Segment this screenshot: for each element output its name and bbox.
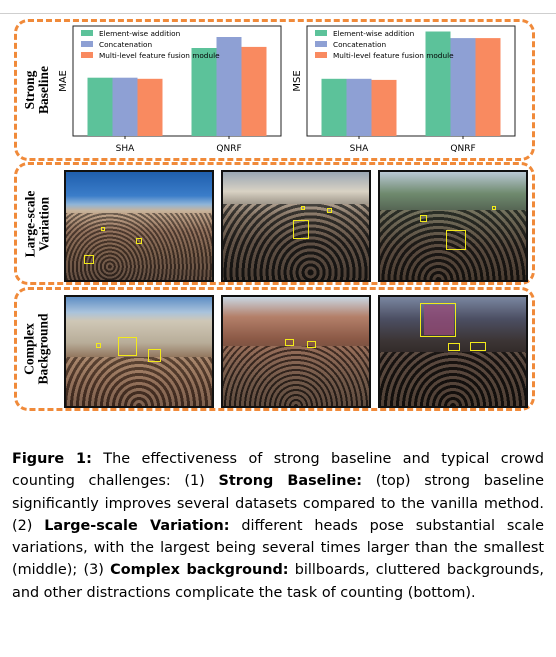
legend-label: Concatenation <box>99 40 152 49</box>
bar-qnrf-series-0 <box>191 48 217 136</box>
bar-sha-series-2 <box>137 78 163 136</box>
bar-sha-series-0 <box>87 77 113 136</box>
building-crowd-photo <box>64 295 214 408</box>
row-label-line2: Background <box>36 313 51 385</box>
row-label-line1: Strong <box>22 70 38 110</box>
caption-bold-complex-background: Complex background: <box>110 562 289 579</box>
bar-qnrf-series-1 <box>216 37 242 136</box>
bar-qnrf-series-2 <box>241 46 267 136</box>
x-tick-label: QNRF <box>216 144 241 154</box>
head-box <box>118 337 137 356</box>
row-label-line2: Baseline <box>36 65 52 115</box>
caption-bold-large-scale-variation: Large-scale Variation: <box>44 517 230 534</box>
legend-label: Multi-level feature fusion module <box>99 51 220 60</box>
top-rule <box>0 13 556 14</box>
head-box <box>492 206 496 210</box>
bar-qnrf-series-0 <box>425 31 451 136</box>
legend-label: Element-wise addition <box>333 29 414 38</box>
legend-label: Element-wise addition <box>99 29 180 38</box>
caption-text: billboards, cluttered backgrounds, and o… <box>12 562 545 601</box>
bar-qnrf-series-1 <box>450 38 476 136</box>
beach-crowd-photo <box>64 170 214 282</box>
legend-swatch <box>81 41 93 47</box>
bar-sha-series-1 <box>346 78 372 136</box>
head-box <box>327 208 332 213</box>
head-box <box>420 215 427 222</box>
legend-label: Multi-level feature fusion module <box>333 51 454 60</box>
figure-caption: Figure 1: The effectiveness of strong ba… <box>12 448 544 604</box>
complex-background-panel: Complex Background <box>14 287 535 411</box>
legend-swatch <box>315 30 327 36</box>
head-box <box>101 227 105 231</box>
legend-swatch <box>315 41 327 47</box>
street-crowd-photo <box>221 170 371 282</box>
town-street-crowd-photo <box>221 295 371 408</box>
row-label-complex-background: Complex Background <box>15 290 59 408</box>
head-box <box>148 349 161 362</box>
legend-label: Concatenation <box>333 40 386 49</box>
x-tick-label: SHA <box>116 144 135 154</box>
bar-sha-series-0 <box>321 78 347 136</box>
billboard-crowd-photo <box>378 295 528 408</box>
bar-sha-series-2 <box>371 79 397 136</box>
legend-swatch <box>81 30 93 36</box>
y-axis-label: MAE <box>58 70 69 92</box>
mae-bar-chart: MAE SHA QNRF Element-wise addition Concatena… <box>58 25 282 154</box>
row-label-line1: Large-scale <box>22 190 38 257</box>
row-label-line2: Variation <box>36 196 52 251</box>
head-box <box>470 342 486 351</box>
large-scale-variation-panel: Large-scale Variation <box>14 162 535 285</box>
billboard-box <box>420 303 456 337</box>
head-box <box>96 343 101 348</box>
head-box <box>301 206 305 210</box>
mse-bar-chart: MSE SHA QNRF Element-wise addition Concatena… <box>292 25 516 154</box>
y-axis-label: MSE <box>292 70 303 91</box>
x-tick-label: QNRF <box>450 144 475 154</box>
caption-text: The effectiveness of strong baseline and… <box>12 451 544 490</box>
head-box <box>84 255 94 264</box>
caption-text: different heads pose substantial scale v… <box>12 517 544 579</box>
legend-swatch <box>315 52 327 58</box>
head-box <box>446 230 466 250</box>
row-label-strong-baseline: Strong Baseline <box>15 22 59 158</box>
bar-qnrf-series-2 <box>475 38 501 136</box>
head-box <box>307 341 316 348</box>
head-box <box>136 238 142 244</box>
festival-crowd-photo <box>378 170 528 282</box>
head-box <box>285 339 294 346</box>
caption-bold-strong-baseline: Strong Baseline: <box>218 473 363 490</box>
x-tick-label: SHA <box>350 144 369 154</box>
head-box <box>448 343 460 351</box>
row-label-large-scale-variation: Large-scale Variation <box>15 165 59 282</box>
bar-sha-series-1 <box>112 77 138 136</box>
figure-label: Figure 1: <box>12 451 92 467</box>
head-box <box>293 220 309 239</box>
caption-text: (top) strong baseline significantly impr… <box>12 473 545 534</box>
strong-baseline-panel: Strong Baseline MAE SHA QNRF Element-wise ad… <box>14 19 535 161</box>
legend-swatch <box>81 52 93 58</box>
